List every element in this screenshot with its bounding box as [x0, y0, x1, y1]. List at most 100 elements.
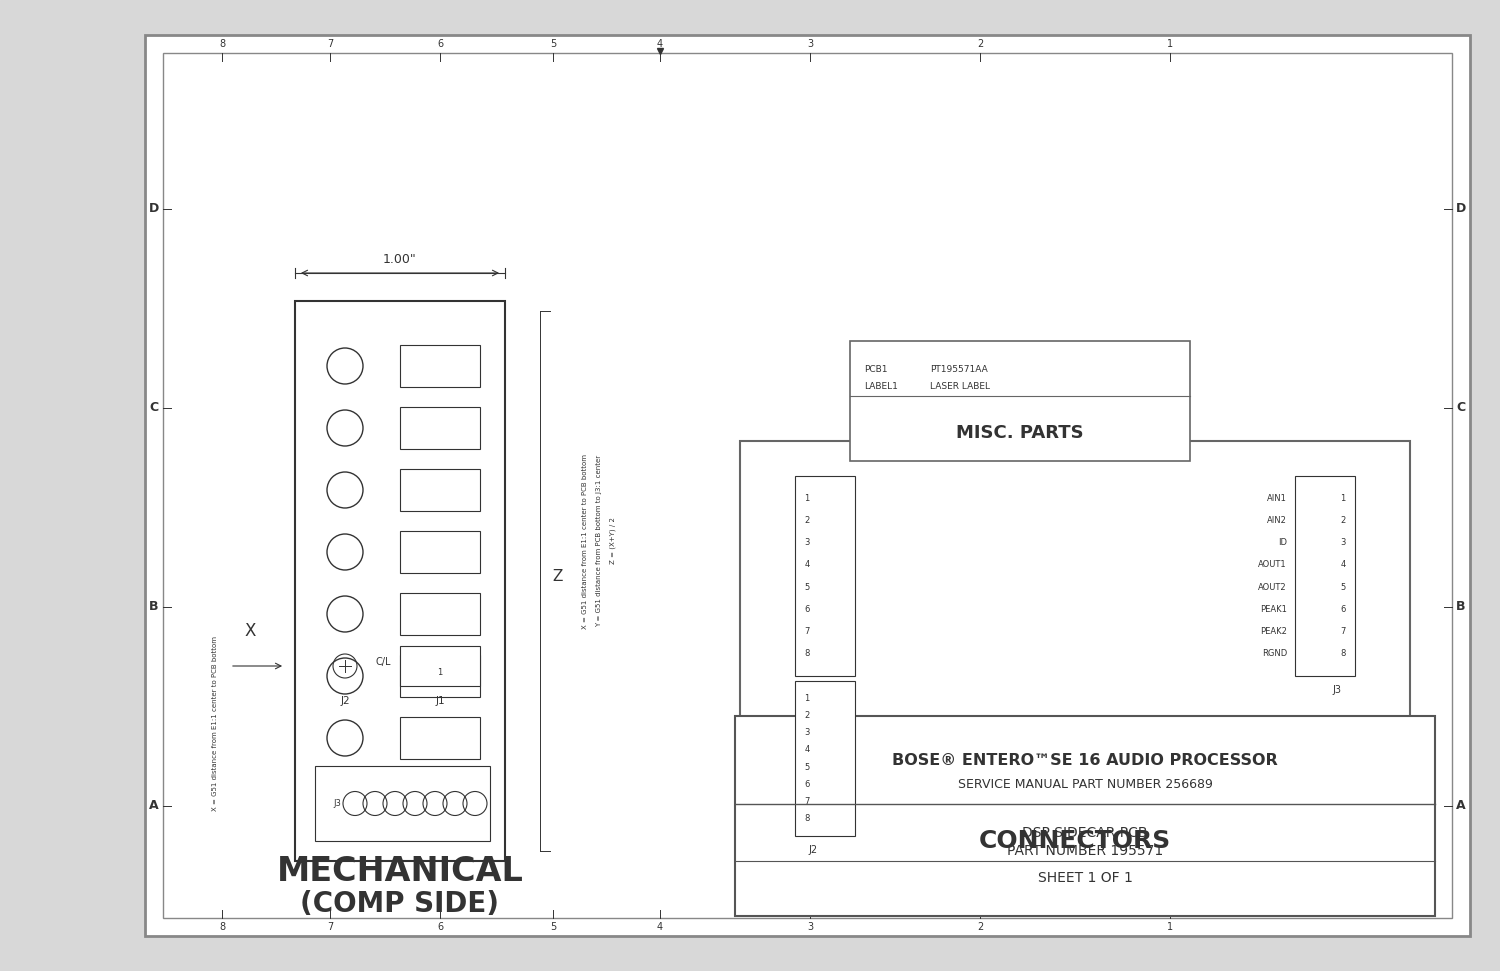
Text: 6: 6 [804, 780, 810, 788]
Bar [164, 53, 1452, 918]
Bar [400, 717, 480, 759]
Text: J2: J2 [340, 696, 350, 706]
Bar [400, 646, 480, 686]
Text: X = G51 distance from E1:1 center to PCB bottom: X = G51 distance from E1:1 center to PCB… [211, 636, 217, 811]
Text: X: X [244, 622, 255, 640]
Text: D: D [148, 202, 159, 216]
Text: SERVICE MANUAL PART NUMBER 256689: SERVICE MANUAL PART NUMBER 256689 [957, 778, 1212, 790]
Text: 3: 3 [807, 922, 813, 932]
Text: 1: 1 [804, 493, 810, 503]
Text: 8: 8 [219, 922, 225, 932]
Text: X = G51 distance from E1:1 center to PCB bottom: X = G51 distance from E1:1 center to PCB… [582, 453, 588, 628]
Text: J3: J3 [333, 799, 340, 808]
Text: 5: 5 [1341, 583, 1346, 591]
Text: LABEL1: LABEL1 [864, 382, 898, 390]
Text: A: A [1456, 799, 1466, 812]
Text: 3: 3 [804, 728, 810, 737]
Bar [400, 655, 480, 697]
Text: 4: 4 [804, 746, 810, 754]
Text: 2: 2 [804, 711, 810, 720]
Text: 7: 7 [327, 922, 333, 932]
Text: CONNECTORS: CONNECTORS [980, 829, 1172, 853]
Text: J2: J2 [808, 845, 818, 855]
Text: (COMP SIDE): (COMP SIDE) [300, 890, 500, 918]
Bar [296, 301, 506, 861]
Text: Z: Z [554, 568, 562, 584]
Bar [795, 681, 855, 836]
Text: J3: J3 [1332, 685, 1341, 695]
Text: 8: 8 [219, 39, 225, 49]
Text: MECHANICAL: MECHANICAL [276, 854, 524, 887]
Bar [400, 531, 480, 573]
Text: 2: 2 [1341, 516, 1346, 525]
Text: 4: 4 [1341, 560, 1346, 569]
Text: PART NUMBER 195571: PART NUMBER 195571 [1007, 844, 1162, 858]
Text: D: D [1456, 202, 1466, 216]
Bar [400, 345, 480, 387]
Bar [850, 341, 1190, 461]
Bar [740, 441, 1410, 871]
Text: 7: 7 [1341, 627, 1346, 636]
Text: 2: 2 [976, 922, 982, 932]
Text: B: B [1456, 600, 1466, 613]
Text: C: C [150, 401, 159, 415]
Text: PCB1: PCB1 [864, 364, 888, 374]
Bar [400, 593, 480, 635]
Text: Z = (X+Y) / 2: Z = (X+Y) / 2 [609, 518, 616, 564]
Text: B: B [148, 600, 159, 613]
Bar [146, 35, 1470, 936]
Text: 7: 7 [804, 797, 810, 806]
Text: PT195571AA: PT195571AA [930, 364, 987, 374]
Text: 1: 1 [1167, 39, 1173, 49]
Text: AIN1: AIN1 [1268, 493, 1287, 503]
Text: 1: 1 [804, 693, 810, 703]
Text: 1: 1 [1167, 922, 1173, 932]
Bar [400, 407, 480, 449]
Text: C: C [1456, 401, 1466, 415]
Text: AOUT2: AOUT2 [1258, 583, 1287, 591]
Text: 6: 6 [436, 39, 442, 49]
Text: C/L: C/L [375, 657, 390, 667]
Text: ID: ID [1278, 538, 1287, 548]
Text: 2: 2 [804, 516, 810, 525]
Text: 4: 4 [657, 922, 663, 932]
Text: Y = G51 distance from PCB bottom to J3:1 center: Y = G51 distance from PCB bottom to J3:1… [596, 455, 602, 627]
Text: RGND: RGND [1262, 650, 1287, 658]
Bar [795, 476, 855, 676]
Text: SHEET 1 OF 1: SHEET 1 OF 1 [1038, 871, 1132, 885]
Bar [735, 716, 1436, 916]
Text: 5: 5 [550, 922, 556, 932]
Text: J1: J1 [435, 696, 445, 706]
Text: 1.00": 1.00" [382, 252, 417, 265]
Bar [315, 766, 490, 841]
Text: 6: 6 [1341, 605, 1346, 614]
Text: 3: 3 [1341, 538, 1346, 548]
Text: 3: 3 [804, 538, 810, 548]
Bar [1294, 476, 1354, 676]
Text: 4: 4 [804, 560, 810, 569]
Text: 5: 5 [804, 583, 810, 591]
Text: 5: 5 [804, 762, 810, 772]
Text: PEAK1: PEAK1 [1260, 605, 1287, 614]
Text: LASER LABEL: LASER LABEL [930, 382, 990, 390]
Bar [400, 469, 480, 511]
Text: 8: 8 [804, 650, 810, 658]
Text: 8: 8 [804, 815, 810, 823]
Text: 3: 3 [807, 39, 813, 49]
Text: MISC. PARTS: MISC. PARTS [956, 424, 1084, 442]
Text: A: A [148, 799, 159, 812]
Text: 6: 6 [436, 922, 442, 932]
Text: BOSE® ENTERO™SE 16 AUDIO PROCESSOR: BOSE® ENTERO™SE 16 AUDIO PROCESSOR [892, 753, 1278, 767]
Text: DSP SIDECAR PCB: DSP SIDECAR PCB [1023, 825, 1148, 840]
Text: AOUT1: AOUT1 [1258, 560, 1287, 569]
Text: 4: 4 [657, 39, 663, 49]
Text: PEAK2: PEAK2 [1260, 627, 1287, 636]
Text: 5: 5 [550, 39, 556, 49]
Text: AIN2: AIN2 [1268, 516, 1287, 525]
Text: J1: J1 [808, 685, 818, 695]
Text: 1: 1 [1341, 493, 1346, 503]
Text: 8: 8 [1341, 650, 1346, 658]
Text: 7: 7 [327, 39, 333, 49]
Text: 7: 7 [804, 627, 810, 636]
Text: 6: 6 [804, 605, 810, 614]
